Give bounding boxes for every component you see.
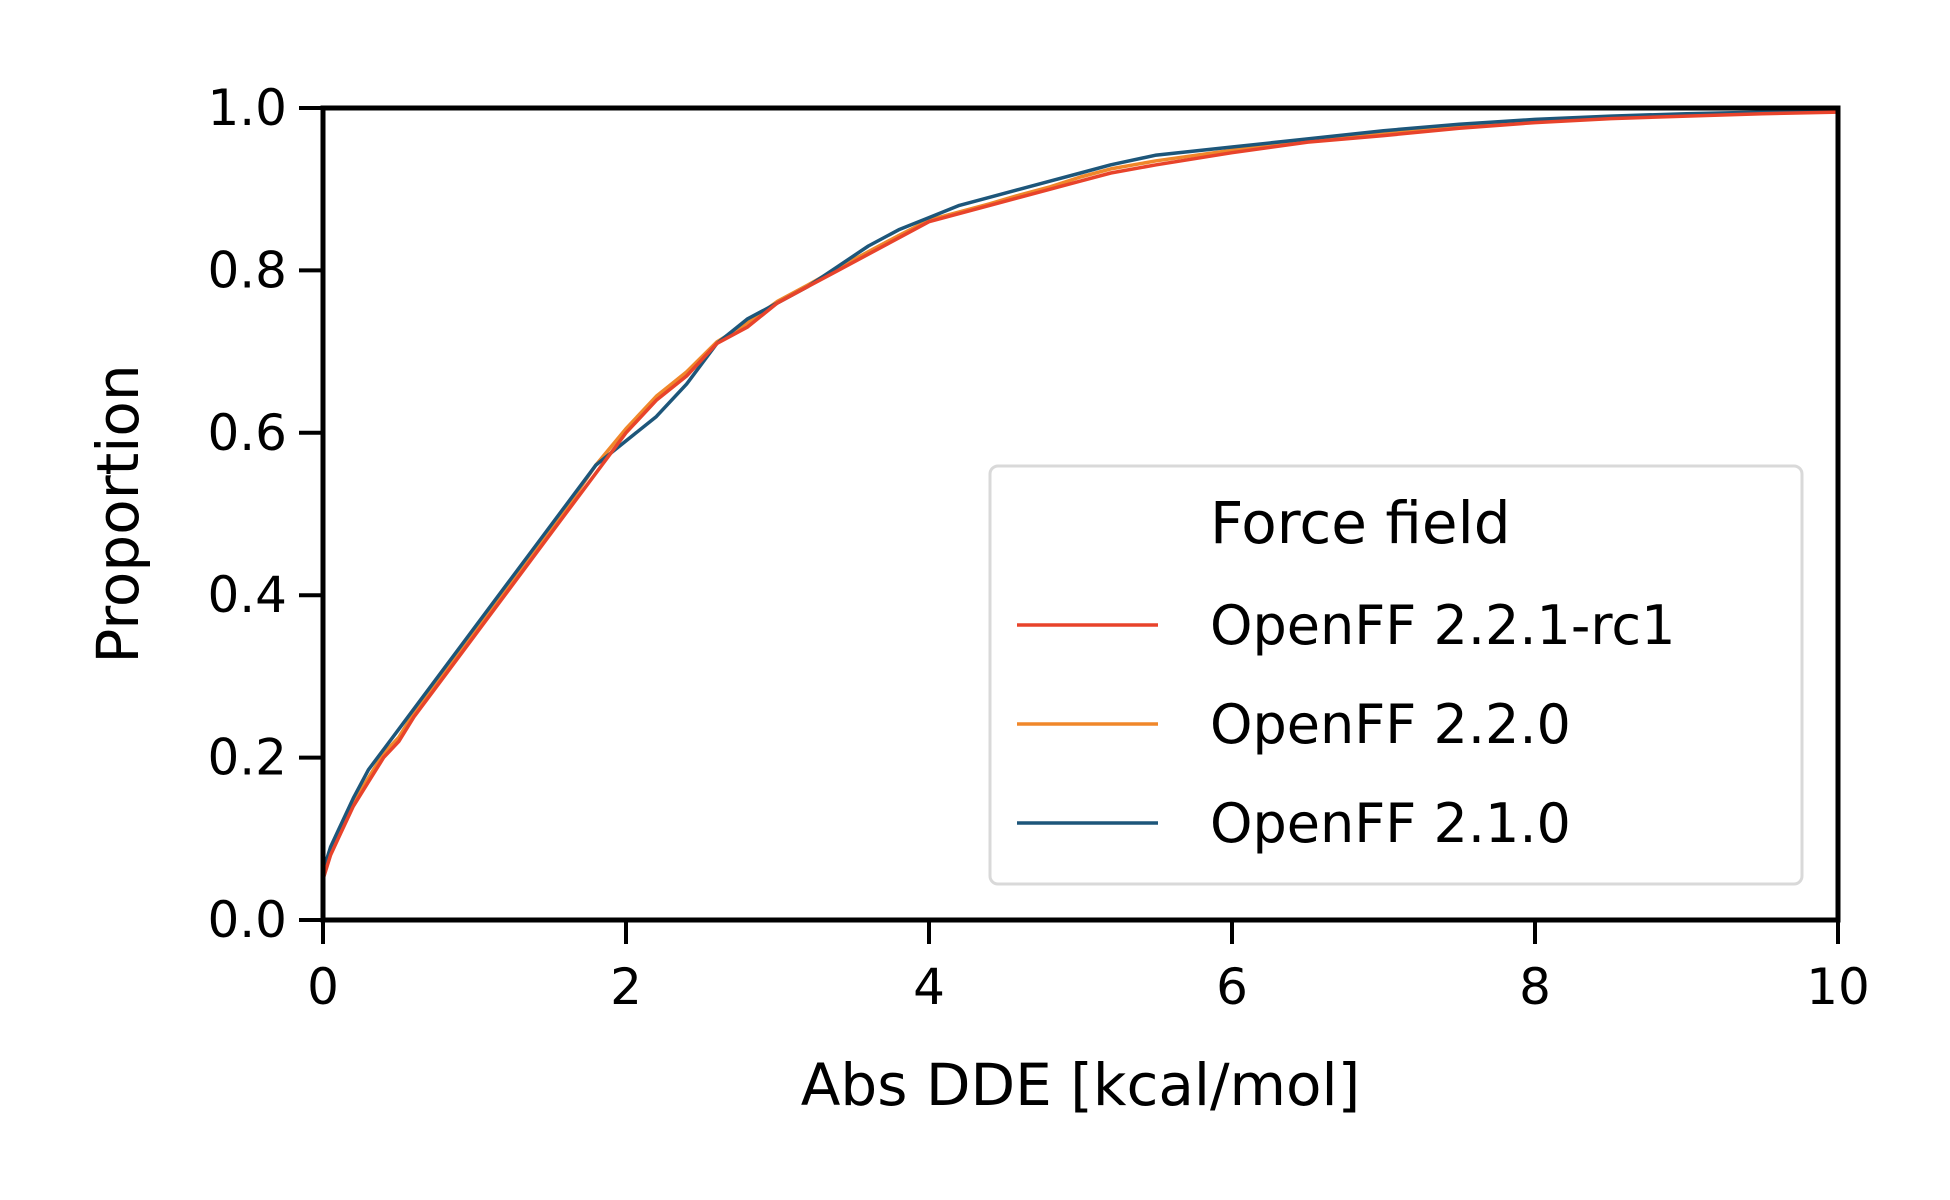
series-layer — [321, 108, 1840, 882]
series-line-1 — [321, 110, 1840, 882]
legend-box — [988, 464, 1804, 886]
y-tick-label: 0.0 — [207, 891, 287, 949]
legend-entry-label: OpenFF 2.2.0 — [1210, 693, 1571, 756]
y-tick-label: 0.2 — [207, 729, 287, 787]
x-tick-label: 6 — [1216, 958, 1248, 1016]
legend-items: OpenFF 2.2.1-rc1 OpenFF 2.2.0 OpenFF 2.1.0 — [1017, 594, 1675, 855]
x-axis-label: Abs DDE [kcal/mol] — [801, 1051, 1361, 1119]
y-tick-label: 0.4 — [207, 566, 287, 624]
x-tick-label: 10 — [1806, 958, 1870, 1016]
y-tick-label: 0.8 — [207, 241, 287, 299]
y-axis-label: Proportion — [84, 364, 152, 663]
y-tick-label: 1.0 — [207, 79, 287, 137]
legend: Force field OpenFF 2.2.1-rc1 OpenFF 2.2.0… — [988, 464, 1804, 886]
legend-title: Force field — [1210, 489, 1511, 557]
legend-entry-label: OpenFF 2.2.1-rc1 — [1210, 594, 1675, 657]
x-tick-label: 0 — [307, 958, 339, 1016]
x-tick-label: 2 — [610, 958, 642, 1016]
y-axis: 0.0 0.2 0.4 0.6 0.8 1.0 — [207, 79, 323, 949]
x-tick-label: 8 — [1519, 958, 1551, 1016]
axes-frame — [320, 105, 1841, 923]
legend-entry-label: OpenFF 2.1.0 — [1210, 792, 1571, 855]
y-tick-label: 0.6 — [207, 404, 287, 462]
x-tick-label: 4 — [913, 958, 945, 1016]
x-axis: 0 2 4 6 8 10 — [307, 920, 1870, 1016]
plot-area — [320, 105, 1841, 923]
